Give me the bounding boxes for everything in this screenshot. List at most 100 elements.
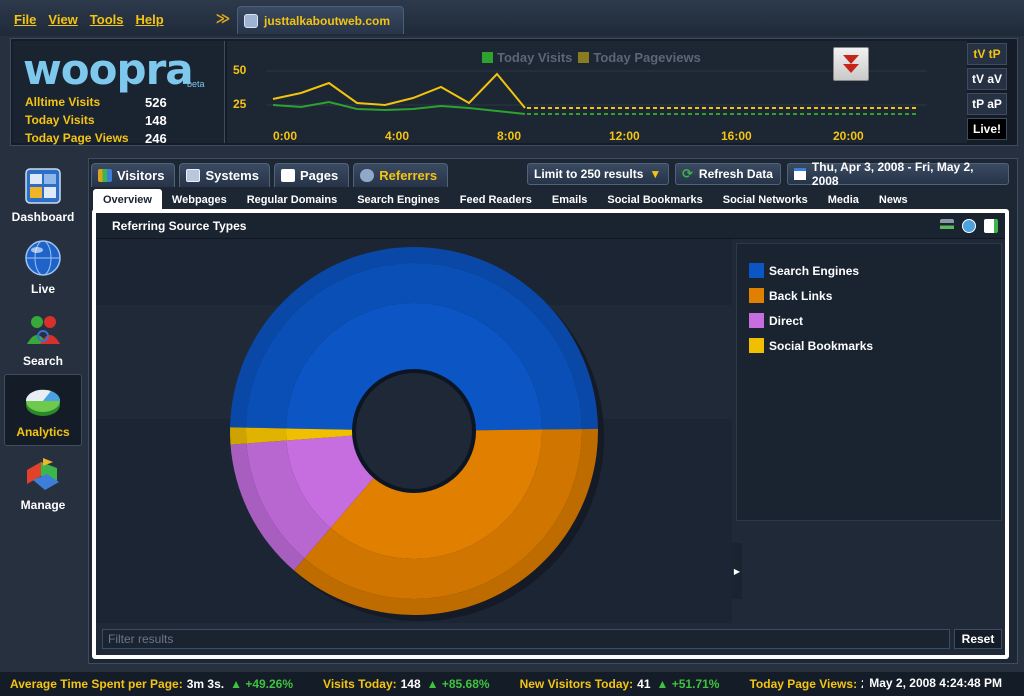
graph-mode-buttons: tV tP tV aV tP aP Live!: [967, 43, 1007, 143]
status-label: Today Page Views:: [749, 677, 858, 691]
refresh-data-button[interactable]: ⟳ Refresh Data: [675, 163, 781, 185]
visitors-icon: [98, 169, 112, 182]
legend-swatch: [749, 288, 764, 303]
visits-line: [272, 100, 526, 115]
pie-slice-search-engines-ring2[interactable]: [286, 302, 542, 431]
subtab-overview[interactable]: Overview: [93, 189, 162, 211]
pie-slice-back-links-ring2[interactable]: [330, 429, 542, 559]
status-delta: +85.68%: [427, 677, 490, 691]
legend-label: Direct: [769, 313, 804, 328]
nav-label: Live: [30, 282, 55, 296]
status-label: New Visitors Today:: [519, 677, 634, 691]
subtab-webpages[interactable]: Webpages: [171, 194, 227, 206]
legend-social-bookmarks[interactable]: Social Bookmarks: [749, 333, 1001, 358]
mode-tv-av-button[interactable]: tV aV: [967, 68, 1007, 90]
pie-chart-area: [96, 239, 732, 623]
bar-chart-toggle-icon[interactable]: [940, 219, 954, 233]
x-tick: 16:00: [721, 129, 752, 143]
legend-today-visits[interactable]: Today Visits: [482, 50, 572, 65]
site-tab-label: justtalkaboutweb.com: [264, 13, 391, 28]
pie-chart-toggle-icon[interactable]: [962, 219, 976, 233]
menu-view[interactable]: View: [48, 12, 78, 27]
menu-help[interactable]: Help: [135, 12, 164, 27]
subtab-social-networks[interactable]: Social Networks: [722, 194, 808, 206]
pie-slice-back-links[interactable]: [293, 428, 598, 615]
tab-referrers[interactable]: Referrers: [353, 163, 449, 187]
status-value: 41: [637, 677, 651, 691]
subtab-feed-readers[interactable]: Feed Readers: [459, 194, 532, 206]
pie-slice-social-bookmarks[interactable]: [230, 427, 247, 445]
pie-hole: [352, 369, 476, 493]
refresh-icon: ⟳: [682, 166, 693, 181]
export-icon[interactable]: [984, 219, 998, 233]
subtab-emails[interactable]: Emails: [551, 194, 588, 206]
status-delta: +51.71%: [657, 677, 720, 691]
live-button[interactable]: Live!: [967, 118, 1007, 140]
date-range-label: Thu, Apr 3, 2008 - Fri, May 2, 2008: [811, 160, 974, 188]
pie-slice-direct-ring2[interactable]: [286, 435, 375, 528]
stat-value: 526: [145, 94, 167, 110]
double-arrow-down-icon: [843, 55, 859, 73]
y-tick: 50: [233, 63, 247, 77]
header-panel: woopra beta Alltime Visits 526 Today Vis…: [10, 38, 1018, 146]
collapse-chevron-icon[interactable]: ≫: [215, 10, 231, 26]
panel-inner: Referring Source Types Search Engines Ba…: [96, 213, 1005, 655]
yellow-swatch-icon: [578, 52, 590, 63]
globe-icon: [25, 240, 61, 276]
pie-slice-social-bookmarks-ring1[interactable]: [246, 427, 287, 444]
logo-box: woopra beta Alltime Visits 526 Today Vis…: [13, 41, 225, 146]
panel-header: Referring Source Types: [96, 213, 1005, 239]
subtab-news[interactable]: News: [878, 194, 908, 206]
menu-file[interactable]: File: [14, 12, 37, 27]
legend-direct[interactable]: Direct: [749, 308, 1001, 333]
chevron-down-icon: ▼: [649, 167, 662, 181]
legend-today-pageviews[interactable]: Today Pageviews: [578, 50, 701, 65]
green-swatch-icon: [482, 52, 493, 63]
filter-results-input[interactable]: Filter results: [102, 629, 950, 649]
legend-search-engines[interactable]: Search Engines: [749, 258, 1001, 283]
legend-swatch: [749, 263, 764, 278]
y-tick: 25: [233, 97, 247, 111]
menu-tools[interactable]: Tools: [89, 12, 124, 27]
pie-slice-direct-ring1[interactable]: [246, 440, 331, 559]
nav-dashboard[interactable]: Dashboard: [4, 158, 82, 230]
legend-back-links[interactable]: Back Links: [749, 283, 1001, 308]
download-button[interactable]: [833, 47, 869, 81]
referrer-subtabs: Overview Webpages Regular Domains Search…: [93, 189, 1013, 211]
x-tick: 4:00: [385, 129, 410, 143]
subtab-regular-domains[interactable]: Regular Domains: [246, 194, 338, 206]
pie-slice-direct[interactable]: [230, 443, 305, 571]
pie-legend: Search Engines Back Links Direct Social …: [736, 243, 1002, 521]
traffic-lines: [267, 70, 927, 115]
pie-slice-social-bookmarks-ring2[interactable]: [286, 428, 355, 441]
tab-pages[interactable]: Pages: [273, 163, 350, 187]
x-tick: 20:00: [833, 129, 864, 143]
stat-value: 148: [145, 112, 167, 128]
pie-slice-back-links-ring1[interactable]: [304, 429, 582, 599]
reset-button[interactable]: Reset: [954, 629, 1002, 649]
nav-manage[interactable]: Manage: [4, 446, 82, 518]
subtab-search-engines[interactable]: Search Engines: [357, 194, 440, 206]
status-label: Average Time Spent per Page:: [10, 677, 183, 691]
site-tab[interactable]: justtalkaboutweb.com: [237, 6, 404, 34]
pie-slice-search-engines-ring1[interactable]: [246, 262, 582, 430]
nav-analytics[interactable]: Analytics: [4, 374, 82, 446]
limit-results-dropdown[interactable]: Limit to 250 results ▼: [527, 163, 669, 185]
stat-today-pageviews: Today Page Views 246: [25, 129, 167, 147]
stat-value: 246: [145, 130, 167, 146]
tab-visitors[interactable]: Visitors: [91, 163, 176, 187]
tab-systems[interactable]: Systems: [179, 163, 270, 187]
pie-chart: [230, 247, 604, 621]
legend-label: Social Bookmarks: [769, 338, 874, 353]
date-range-picker[interactable]: Thu, Apr 3, 2008 - Fri, May 2, 2008: [787, 160, 1009, 188]
mode-tv-tp-button[interactable]: tV tP: [967, 43, 1007, 65]
panel-title: Referring Source Types: [112, 219, 247, 233]
mode-tp-ap-button[interactable]: tP aP: [967, 93, 1007, 115]
main-area: Visitors Systems Pages Referrers Limit t…: [88, 158, 1018, 664]
subtab-social-bookmarks[interactable]: Social Bookmarks: [607, 194, 703, 206]
status-delta: +49.26%: [230, 677, 293, 691]
nav-live[interactable]: Live: [4, 230, 82, 302]
subtab-media[interactable]: Media: [827, 194, 859, 206]
legend-collapse-arrow-icon[interactable]: ▶: [732, 543, 742, 599]
nav-search[interactable]: Search: [4, 302, 82, 374]
